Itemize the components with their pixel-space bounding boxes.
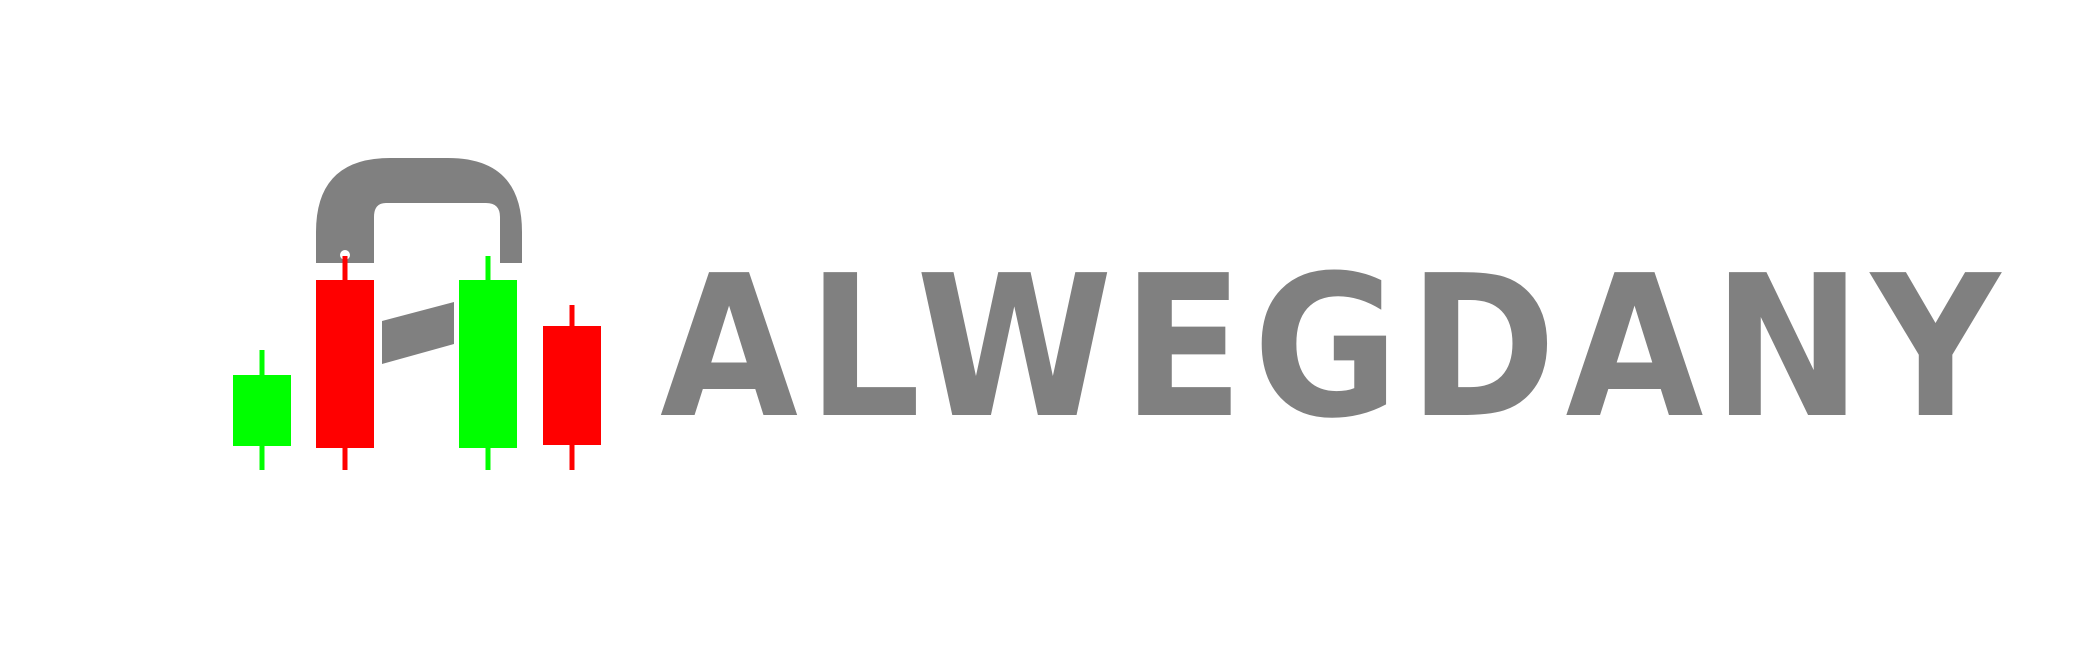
candle-red-1 xyxy=(316,280,374,448)
magnet-arc xyxy=(316,158,522,263)
candle-green-1 xyxy=(233,375,291,446)
brand-name: ALWEGDANY xyxy=(660,234,2010,462)
candle-red-2 xyxy=(543,326,601,445)
candlestick-magnet-logo-icon xyxy=(233,158,601,470)
gray-parallelogram xyxy=(382,302,454,364)
candle-green-2 xyxy=(459,280,517,448)
